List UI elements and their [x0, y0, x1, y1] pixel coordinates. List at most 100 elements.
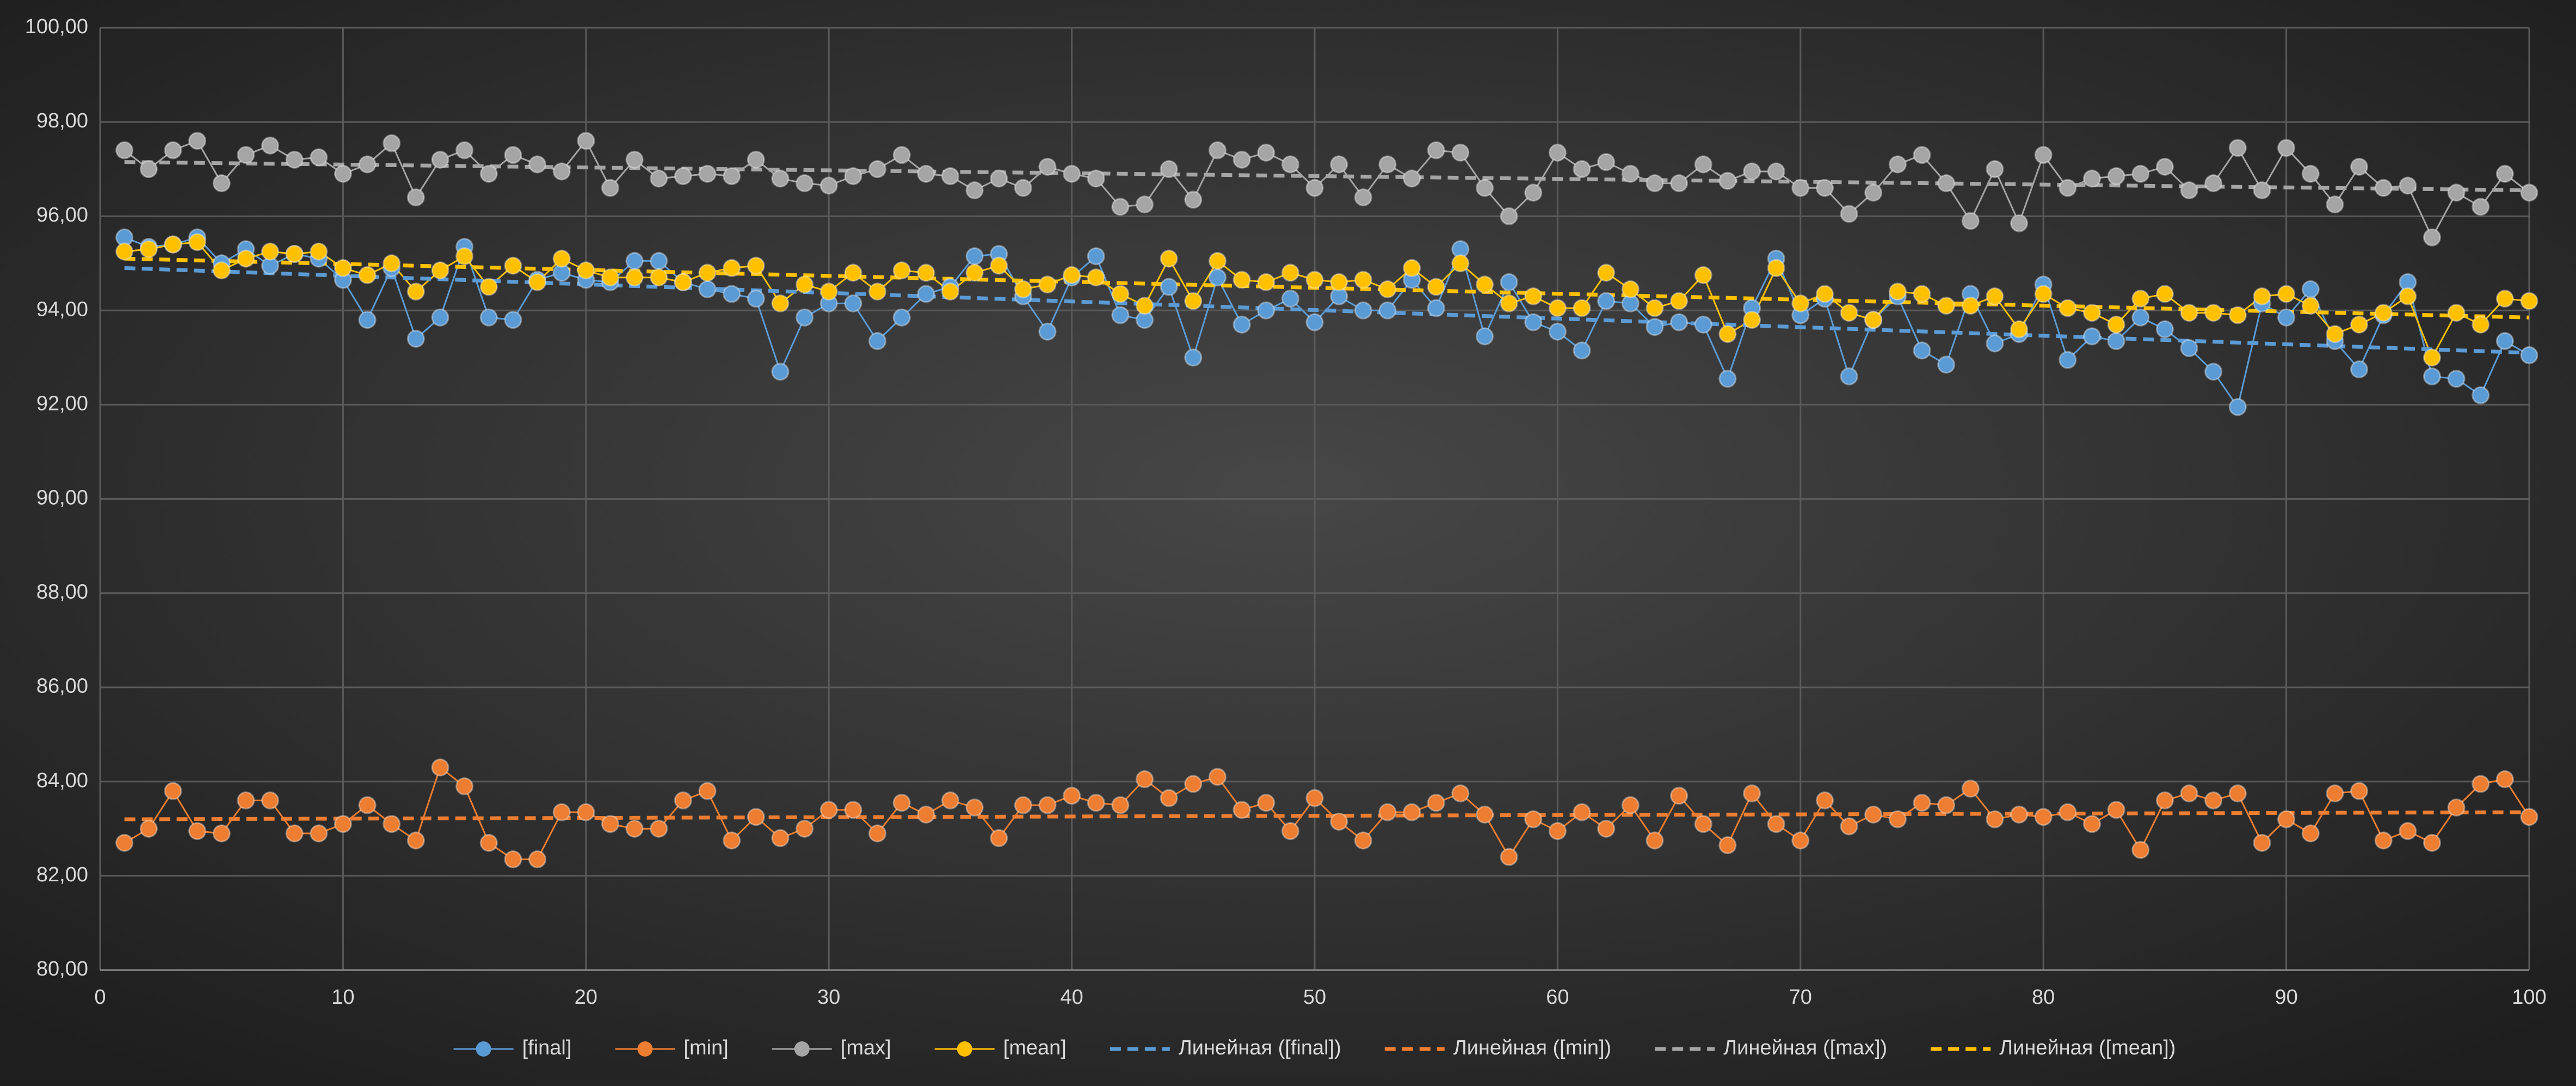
data-point [844, 801, 862, 819]
data-point [261, 791, 279, 809]
legend-label: [mean] [1003, 1036, 1067, 1059]
data-point [2010, 805, 2029, 824]
trend-line [124, 256, 2530, 320]
data-point [383, 254, 401, 273]
data-point [2472, 775, 2490, 793]
data-point [674, 791, 692, 809]
data-point [747, 150, 765, 169]
data-point [479, 278, 498, 296]
data-point [2155, 285, 2174, 303]
data-point [261, 136, 279, 155]
data-point [1646, 831, 1664, 850]
data-point [1136, 195, 1154, 214]
data-point [237, 791, 255, 809]
data-point [2520, 292, 2538, 310]
data-point [650, 819, 668, 838]
data-point [1160, 278, 1178, 296]
data-point [747, 290, 765, 308]
data-point [431, 308, 449, 327]
data-point [406, 831, 425, 850]
data-point [1524, 183, 1543, 202]
data-point [1597, 153, 1616, 171]
legend-marker [476, 1041, 491, 1057]
data-point [1573, 341, 1591, 360]
data-point [2253, 287, 2271, 305]
data-point [941, 791, 959, 809]
x-tick-label: 80 [2032, 986, 2055, 1009]
data-point [1451, 143, 1470, 162]
data-point [1573, 299, 1591, 317]
data-point [1378, 301, 1397, 320]
data-point [2228, 306, 2247, 324]
data-point [1646, 318, 1664, 336]
data-point [2059, 803, 2077, 821]
data-point [2059, 179, 2077, 197]
y-tick-label: 90,00 [36, 487, 88, 510]
y-tick-label: 80,00 [36, 958, 88, 980]
data-point [479, 308, 498, 327]
data-point [1475, 275, 1494, 294]
data-point [1208, 251, 1227, 270]
data-point [747, 256, 765, 275]
x-tick-label: 10 [331, 986, 354, 1009]
legend-marker [794, 1041, 810, 1057]
data-point [1573, 160, 1591, 179]
data-point [2034, 808, 2053, 826]
data-point [285, 244, 304, 263]
data-point [698, 263, 717, 282]
data-point [1087, 247, 1105, 266]
y-tick-label: 82,00 [36, 863, 88, 886]
data-point [237, 249, 255, 268]
data-point [965, 247, 984, 266]
data-point [455, 777, 474, 795]
y-tick-label: 98,00 [36, 109, 88, 132]
data-point [1694, 315, 1712, 334]
data-point [2520, 346, 2538, 365]
data-point [1500, 294, 1518, 312]
data-point [2350, 360, 2369, 378]
data-point [1913, 794, 1931, 812]
data-point [115, 242, 134, 261]
data-point [1791, 831, 1810, 850]
y-tick-label: 94,00 [36, 298, 88, 321]
data-point [2423, 228, 2441, 247]
data-point [1232, 271, 1251, 289]
data-point [139, 240, 158, 259]
y-tick-label: 96,00 [36, 204, 88, 226]
data-point [941, 167, 959, 186]
data-point [1136, 770, 1154, 788]
data-point [1573, 803, 1591, 821]
data-point [892, 794, 911, 812]
data-point [1913, 341, 1931, 360]
data-point [1378, 280, 1397, 298]
data-point [188, 822, 207, 840]
data-point [1621, 280, 1640, 298]
data-point [577, 803, 595, 821]
data-point [1305, 271, 1324, 289]
data-point [674, 167, 692, 186]
data-point [1475, 179, 1494, 197]
data-point [2010, 214, 2029, 232]
data-point [1354, 271, 1372, 289]
data-point [2374, 179, 2393, 197]
data-point [1840, 205, 1858, 223]
x-tick-label: 70 [1789, 986, 1812, 1009]
data-point [1063, 164, 1081, 183]
data-point [212, 174, 231, 193]
data-point [1670, 292, 1688, 310]
data-point [819, 283, 838, 301]
data-point [1815, 791, 1834, 809]
data-point [1524, 810, 1543, 829]
data-point [2374, 831, 2393, 850]
data-point [2301, 297, 2320, 315]
data-point [868, 283, 886, 301]
data-point [1305, 179, 1324, 197]
data-point [1378, 803, 1397, 821]
data-point [844, 167, 862, 186]
data-point [2399, 176, 2417, 195]
data-point [1524, 313, 1543, 332]
data-point [1208, 268, 1227, 287]
data-point [2253, 181, 2271, 200]
data-point [2155, 157, 2174, 176]
data-point [1305, 313, 1324, 332]
